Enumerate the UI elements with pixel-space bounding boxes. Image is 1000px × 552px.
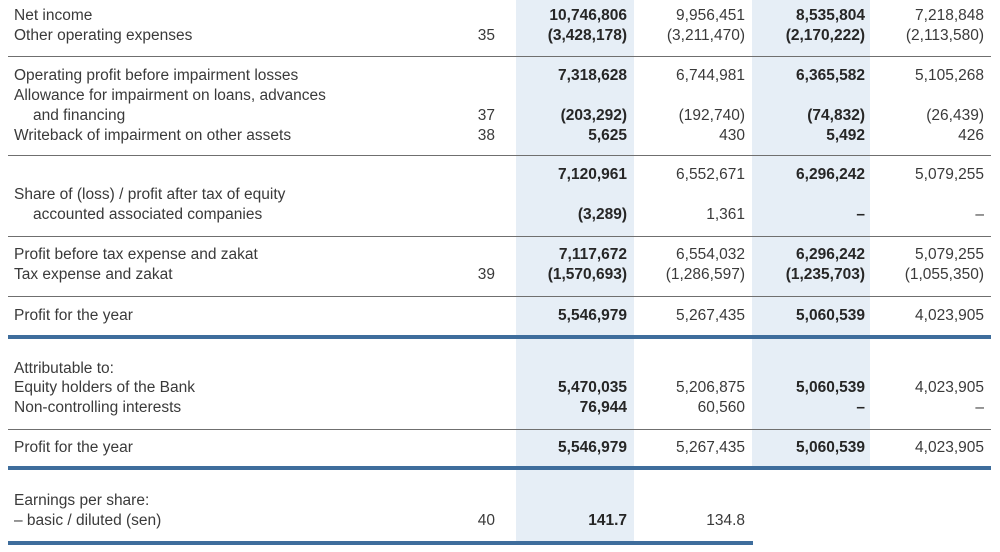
value-cell: 5,206,875	[676, 379, 745, 396]
row-label-other-operating-expenses: Other operating expenses	[14, 27, 193, 44]
value-cell: 5,060,539	[796, 379, 865, 396]
value-cell: 134.8	[706, 512, 745, 529]
value-cell: 76,944	[579, 399, 627, 416]
row-label-allowance: Allowance for impairment on loans, advan…	[14, 87, 326, 104]
value-cell: 4,023,905	[915, 439, 984, 456]
subtotal-cell: 6,296,242	[796, 166, 865, 183]
total-rule	[8, 466, 991, 470]
row-label-profit-for-year: Profit for the year	[14, 307, 133, 324]
total-rule	[8, 541, 753, 545]
value-cell: 6,365,582	[796, 67, 865, 84]
value-cell: (3,211,470)	[666, 27, 745, 44]
value-cell: 4,023,905	[915, 379, 984, 396]
value-cell: 7,218,848	[915, 7, 984, 24]
value-cell: (2,170,222)	[785, 27, 865, 44]
row-label-eps: – basic / diluted (sen)	[14, 512, 162, 529]
value-cell: 426	[958, 127, 984, 144]
value-cell: 6,296,242	[796, 246, 865, 263]
value-cell: 10,746,806	[549, 7, 627, 24]
note-ref: 37	[477, 107, 495, 124]
divider	[8, 236, 991, 237]
highlight-column-bank-current	[752, 0, 870, 469]
row-label-operating-profit: Operating profit before impairment losse…	[14, 67, 299, 84]
value-cell: (1,055,350)	[904, 266, 984, 283]
row-label-writeback: Writeback of impairment on other assets	[14, 127, 292, 144]
value-cell: 6,554,032	[676, 246, 745, 263]
divider	[8, 155, 991, 156]
value-cell: (1,286,597)	[665, 266, 745, 283]
value-cell: 1,361	[706, 206, 745, 223]
section-label-eps: Earnings per share:	[14, 492, 150, 509]
note-ref: 38	[477, 127, 495, 144]
note-ref: 40	[477, 512, 495, 529]
row-label-profit-before-tax: Profit before tax expense and zakat	[14, 246, 258, 263]
value-cell: 5,079,255	[915, 246, 984, 263]
value-cell: 7,318,628	[558, 67, 627, 84]
value-cell: –	[856, 399, 865, 416]
row-label-nci: Non-controlling interests	[14, 399, 182, 416]
value-cell: 4,023,905	[915, 307, 984, 324]
row-label-tax: Tax expense and zakat	[14, 266, 173, 283]
row-label-share-associates-cont: accounted associated companies	[33, 206, 263, 223]
row-label-profit-for-year: Profit for the year	[14, 439, 133, 456]
value-cell: 5,546,979	[558, 307, 627, 324]
value-cell: 5,492	[826, 127, 865, 144]
value-cell: (1,235,703)	[785, 266, 865, 283]
value-cell: (3,289)	[577, 206, 627, 223]
subtotal-cell: 7,120,961	[558, 166, 627, 183]
value-cell: 5,060,539	[796, 439, 865, 456]
value-cell: 6,744,981	[676, 67, 745, 84]
divider	[8, 296, 991, 297]
value-cell: 141.7	[588, 512, 627, 529]
value-cell: (3,428,178)	[547, 27, 627, 44]
value-cell: 5,105,268	[915, 67, 984, 84]
subtotal-cell: 6,552,671	[676, 166, 745, 183]
note-ref: 35	[477, 27, 495, 44]
total-rule	[8, 335, 991, 339]
value-cell: 5,060,539	[796, 307, 865, 324]
value-cell: 8,535,804	[796, 7, 865, 24]
value-cell: 5,625	[588, 127, 627, 144]
note-ref: 39	[477, 266, 495, 283]
value-cell: –	[856, 206, 865, 223]
value-cell: –	[975, 206, 984, 223]
row-label-net-income: Net income	[14, 7, 93, 24]
value-cell: 430	[719, 127, 745, 144]
row-label-share-associates: Share of (loss) / profit after tax of eq…	[14, 186, 286, 203]
value-cell: 60,560	[697, 399, 745, 416]
value-cell: –	[975, 399, 984, 416]
value-cell: (2,113,580)	[905, 27, 984, 44]
value-cell: 5,470,035	[558, 379, 627, 396]
divider	[8, 429, 991, 430]
divider	[8, 56, 991, 57]
value-cell: 5,267,435	[676, 439, 745, 456]
value-cell: (192,740)	[678, 107, 745, 124]
subtotal-cell: 5,079,255	[915, 166, 984, 183]
section-label-attributable: Attributable to:	[14, 360, 114, 377]
value-cell: (26,439)	[926, 107, 984, 124]
value-cell: 7,117,672	[558, 246, 627, 263]
highlight-column-group-current	[516, 0, 634, 543]
value-cell: (203,292)	[560, 107, 627, 124]
row-label-equity-holders: Equity holders of the Bank	[14, 379, 195, 396]
value-cell: (1,570,693)	[547, 266, 627, 283]
value-cell: 5,267,435	[676, 307, 745, 324]
value-cell: 9,956,451	[676, 7, 745, 24]
value-cell: 5,546,979	[558, 439, 627, 456]
value-cell: (74,832)	[807, 107, 865, 124]
row-label-allowance-cont: and financing	[33, 107, 126, 124]
